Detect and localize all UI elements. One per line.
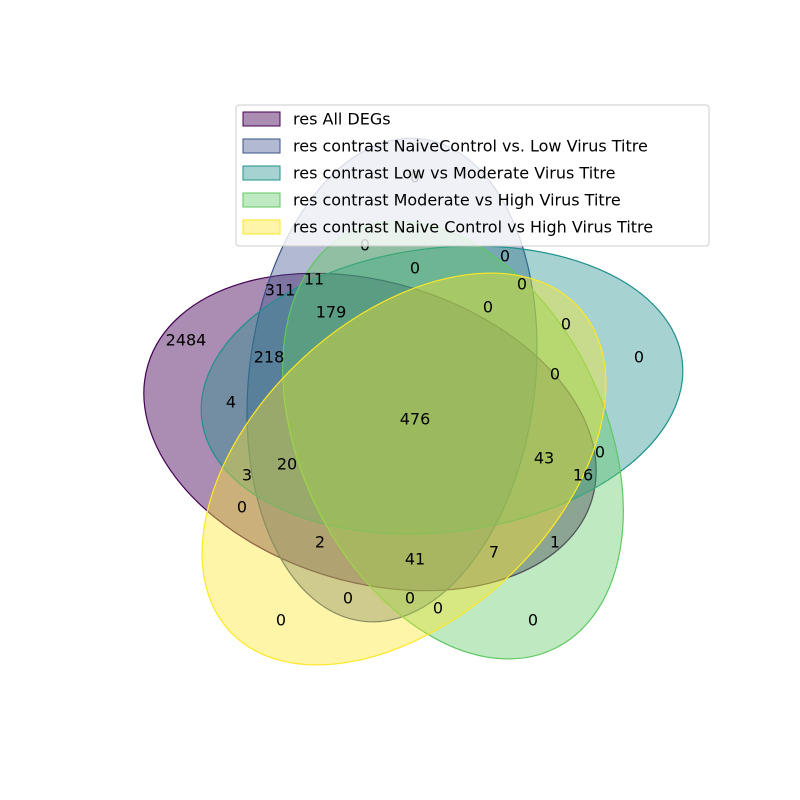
region-count: 41 bbox=[405, 550, 425, 569]
legend-label: res contrast Low vs Moderate Virus Titre bbox=[293, 164, 615, 183]
region-count: 16 bbox=[573, 466, 593, 485]
region-count: 0 bbox=[410, 259, 420, 278]
region-count: 0 bbox=[561, 315, 571, 334]
legend-swatch bbox=[242, 165, 281, 181]
region-count: 11 bbox=[304, 270, 324, 289]
region-count: 4 bbox=[226, 393, 236, 412]
legend-swatch bbox=[242, 111, 281, 127]
region-count: 476 bbox=[400, 410, 431, 429]
legend-label: res contrast Naive Control vs High Virus… bbox=[293, 218, 653, 237]
legend-swatch bbox=[242, 138, 281, 154]
region-count: 0 bbox=[550, 365, 560, 384]
legend-label: res contrast Moderate vs High Virus Titr… bbox=[293, 191, 621, 210]
region-labels: 2484 311 11 0 0 0 0 0 0 179 0 218 0 0 4 … bbox=[166, 168, 644, 630]
region-count: 311 bbox=[265, 281, 296, 300]
region-count: 0 bbox=[483, 298, 493, 317]
region-count: 1 bbox=[550, 533, 560, 552]
region-count: 0 bbox=[517, 275, 527, 294]
region-count: 20 bbox=[277, 455, 297, 474]
region-count: 179 bbox=[316, 303, 347, 322]
legend-label: res contrast NaiveControl vs. Low Virus … bbox=[293, 137, 648, 156]
region-count: 0 bbox=[500, 247, 510, 266]
region-count: 0 bbox=[276, 611, 286, 630]
region-count: 0 bbox=[343, 589, 353, 608]
legend-swatch bbox=[242, 192, 281, 208]
region-count: 2484 bbox=[166, 331, 207, 350]
region-count: 2 bbox=[315, 533, 325, 552]
ellipse-low-vs-moderate bbox=[200, 245, 684, 535]
region-count: 7 bbox=[489, 543, 499, 562]
legend-frame bbox=[235, 104, 710, 247]
region-count: 0 bbox=[528, 611, 538, 630]
legend-swatch bbox=[242, 219, 281, 235]
region-count: 0 bbox=[237, 498, 247, 517]
region-count: 0 bbox=[595, 443, 605, 462]
legend-label: res All DEGs bbox=[293, 110, 391, 129]
region-count: 3 bbox=[242, 466, 252, 485]
region-count: 0 bbox=[405, 589, 415, 608]
legend: res All DEGs res contrast NaiveControl v… bbox=[235, 104, 710, 247]
set-ellipses bbox=[143, 137, 684, 666]
region-count: 0 bbox=[634, 348, 644, 367]
ellipse-naive-vs-high bbox=[201, 272, 607, 666]
region-count: 0 bbox=[433, 599, 443, 618]
region-count: 43 bbox=[534, 449, 554, 468]
region-count: 218 bbox=[254, 348, 285, 367]
